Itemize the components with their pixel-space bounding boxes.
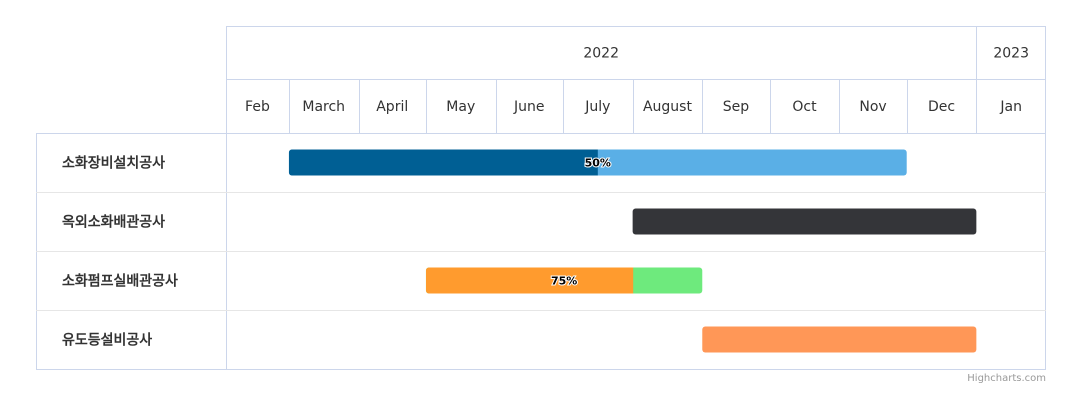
month-header-label: April — [376, 99, 408, 115]
year-header-label: 2022 — [583, 46, 619, 62]
category-label: 소화펌프실배관공사 — [62, 273, 178, 290]
grid-lines — [36, 26, 1046, 370]
completion-label: 75% — [551, 275, 577, 288]
credits-text[interactable]: Highcharts.com — [967, 373, 1046, 384]
month-header-label: August — [643, 99, 693, 115]
month-header-label: July — [584, 99, 610, 115]
task-bars: 50% 75% — [288, 149, 977, 353]
axis-headers: 2022 2023 Feb March April May June July August Se… — [245, 46, 1029, 116]
month-header-label: May — [446, 99, 475, 115]
category-label: 소화장비설치공사 — [62, 155, 165, 172]
month-header-label: Dec — [928, 99, 955, 115]
month-header-label: Nov — [859, 99, 886, 115]
month-header-label: Feb — [245, 99, 270, 115]
year-header-label: 2023 — [993, 46, 1029, 62]
task-bar-completed — [425, 267, 634, 294]
task-bar-completed — [288, 149, 598, 176]
month-header-label: June — [513, 99, 545, 115]
completion-label: 50% — [585, 157, 611, 170]
category-label: 옥외소화배관공사 — [62, 214, 165, 231]
month-header-label: Sep — [723, 99, 750, 115]
category-label: 유도등설비공사 — [62, 333, 152, 349]
task-bar[interactable] — [632, 208, 977, 235]
month-header-label: Oct — [792, 99, 817, 115]
month-header-label: March — [302, 99, 345, 115]
month-header-label: Jan — [999, 99, 1022, 115]
task-bar[interactable] — [702, 326, 977, 353]
